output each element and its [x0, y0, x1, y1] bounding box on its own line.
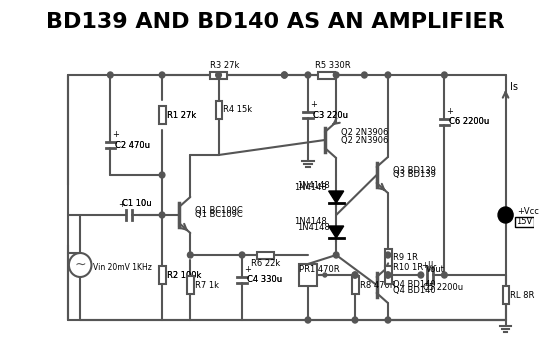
- Bar: [385, 249, 392, 267]
- Bar: [352, 276, 359, 294]
- Circle shape: [305, 317, 311, 323]
- Text: Q2 2N3906: Q2 2N3906: [341, 127, 388, 136]
- Text: C6 2200u: C6 2200u: [449, 118, 490, 126]
- Circle shape: [385, 72, 390, 78]
- Circle shape: [352, 272, 358, 278]
- Text: C3 220u: C3 220u: [312, 110, 348, 119]
- Text: C5 2200u: C5 2200u: [423, 282, 463, 291]
- Text: 1N4148: 1N4148: [294, 218, 327, 227]
- Circle shape: [385, 272, 390, 278]
- Circle shape: [442, 72, 447, 78]
- Text: R4 15k: R4 15k: [223, 105, 252, 114]
- Circle shape: [282, 72, 287, 78]
- Bar: [318, 72, 336, 79]
- Text: R7 1k: R7 1k: [195, 281, 219, 290]
- Text: Is: Is: [510, 82, 518, 92]
- Text: C4 330u: C4 330u: [247, 275, 282, 285]
- Bar: [188, 276, 194, 294]
- Text: Vin 20mV 1KHz: Vin 20mV 1KHz: [94, 264, 152, 273]
- Circle shape: [282, 72, 287, 78]
- Bar: [299, 264, 317, 286]
- Text: ~: ~: [74, 258, 86, 272]
- Text: C2 470u: C2 470u: [115, 140, 150, 150]
- Circle shape: [442, 272, 447, 278]
- Text: RL 8R: RL 8R: [510, 290, 535, 299]
- Text: Q1 BC109C: Q1 BC109C: [195, 210, 243, 219]
- Circle shape: [323, 273, 327, 277]
- Text: R5 330R: R5 330R: [316, 60, 351, 70]
- Polygon shape: [329, 191, 344, 203]
- Text: R3 27k: R3 27k: [210, 60, 239, 70]
- Text: BD139 AND BD140 AS AN AMPLIFIER: BD139 AND BD140 AS AN AMPLIFIER: [46, 12, 504, 32]
- Text: C4 330u: C4 330u: [247, 275, 282, 285]
- Text: 1N4148: 1N4148: [294, 182, 327, 191]
- Text: Q1 BC109C: Q1 BC109C: [195, 206, 243, 215]
- Text: +: +: [310, 100, 317, 109]
- Circle shape: [239, 252, 245, 258]
- Circle shape: [188, 252, 193, 258]
- Circle shape: [498, 207, 513, 223]
- Circle shape: [305, 72, 311, 78]
- Circle shape: [385, 272, 390, 278]
- Text: +: +: [244, 265, 251, 274]
- Circle shape: [361, 72, 367, 78]
- Text: R2 100k: R2 100k: [167, 270, 201, 279]
- Text: Q4 BD140: Q4 BD140: [393, 281, 435, 290]
- Circle shape: [333, 72, 339, 78]
- Text: R10 1R: R10 1R: [393, 264, 423, 273]
- Text: +: +: [446, 107, 453, 116]
- Text: Q3 BD139: Q3 BD139: [393, 165, 436, 174]
- Text: +: +: [112, 130, 119, 139]
- Bar: [210, 72, 227, 79]
- Text: R6 22k: R6 22k: [251, 258, 280, 268]
- Text: PR1 470R: PR1 470R: [299, 265, 339, 274]
- Text: Q2 2N3906: Q2 2N3906: [341, 135, 388, 144]
- Text: Q4 BD140: Q4 BD140: [393, 286, 435, 295]
- Circle shape: [352, 272, 358, 278]
- Text: R2 100k: R2 100k: [167, 270, 201, 279]
- Bar: [160, 266, 166, 284]
- Circle shape: [160, 72, 165, 78]
- Polygon shape: [329, 226, 344, 238]
- Bar: [160, 106, 166, 124]
- Circle shape: [418, 272, 424, 278]
- Text: R1 27k: R1 27k: [167, 110, 196, 119]
- Bar: [257, 252, 274, 259]
- Text: R9 1R: R9 1R: [393, 253, 417, 262]
- Text: 15V: 15V: [516, 218, 532, 227]
- Text: C2 470u: C2 470u: [115, 140, 150, 150]
- Circle shape: [160, 212, 165, 218]
- Text: C1 10u: C1 10u: [122, 198, 151, 207]
- Text: R8 470R: R8 470R: [360, 281, 395, 290]
- Text: Q3 BD139: Q3 BD139: [393, 171, 436, 180]
- Bar: [515, 217, 534, 227]
- Text: +||-: +||-: [421, 261, 437, 269]
- Circle shape: [385, 317, 390, 323]
- Circle shape: [352, 317, 358, 323]
- Text: 1N4148: 1N4148: [296, 223, 329, 232]
- Text: C6 2200u: C6 2200u: [449, 118, 490, 126]
- Bar: [216, 101, 222, 119]
- Text: C3 220u: C3 220u: [312, 110, 348, 119]
- Bar: [503, 286, 509, 304]
- Text: C1 10u: C1 10u: [122, 198, 151, 207]
- Text: R1 27k: R1 27k: [167, 110, 196, 119]
- Text: +: +: [118, 200, 125, 209]
- Circle shape: [216, 72, 221, 78]
- Bar: [385, 266, 392, 284]
- Text: Vout: Vout: [426, 265, 444, 274]
- Text: +Vcc: +Vcc: [517, 206, 539, 215]
- Circle shape: [160, 172, 165, 178]
- Text: 1N4148: 1N4148: [296, 181, 329, 189]
- Circle shape: [107, 72, 113, 78]
- Circle shape: [333, 252, 339, 258]
- Circle shape: [385, 252, 390, 258]
